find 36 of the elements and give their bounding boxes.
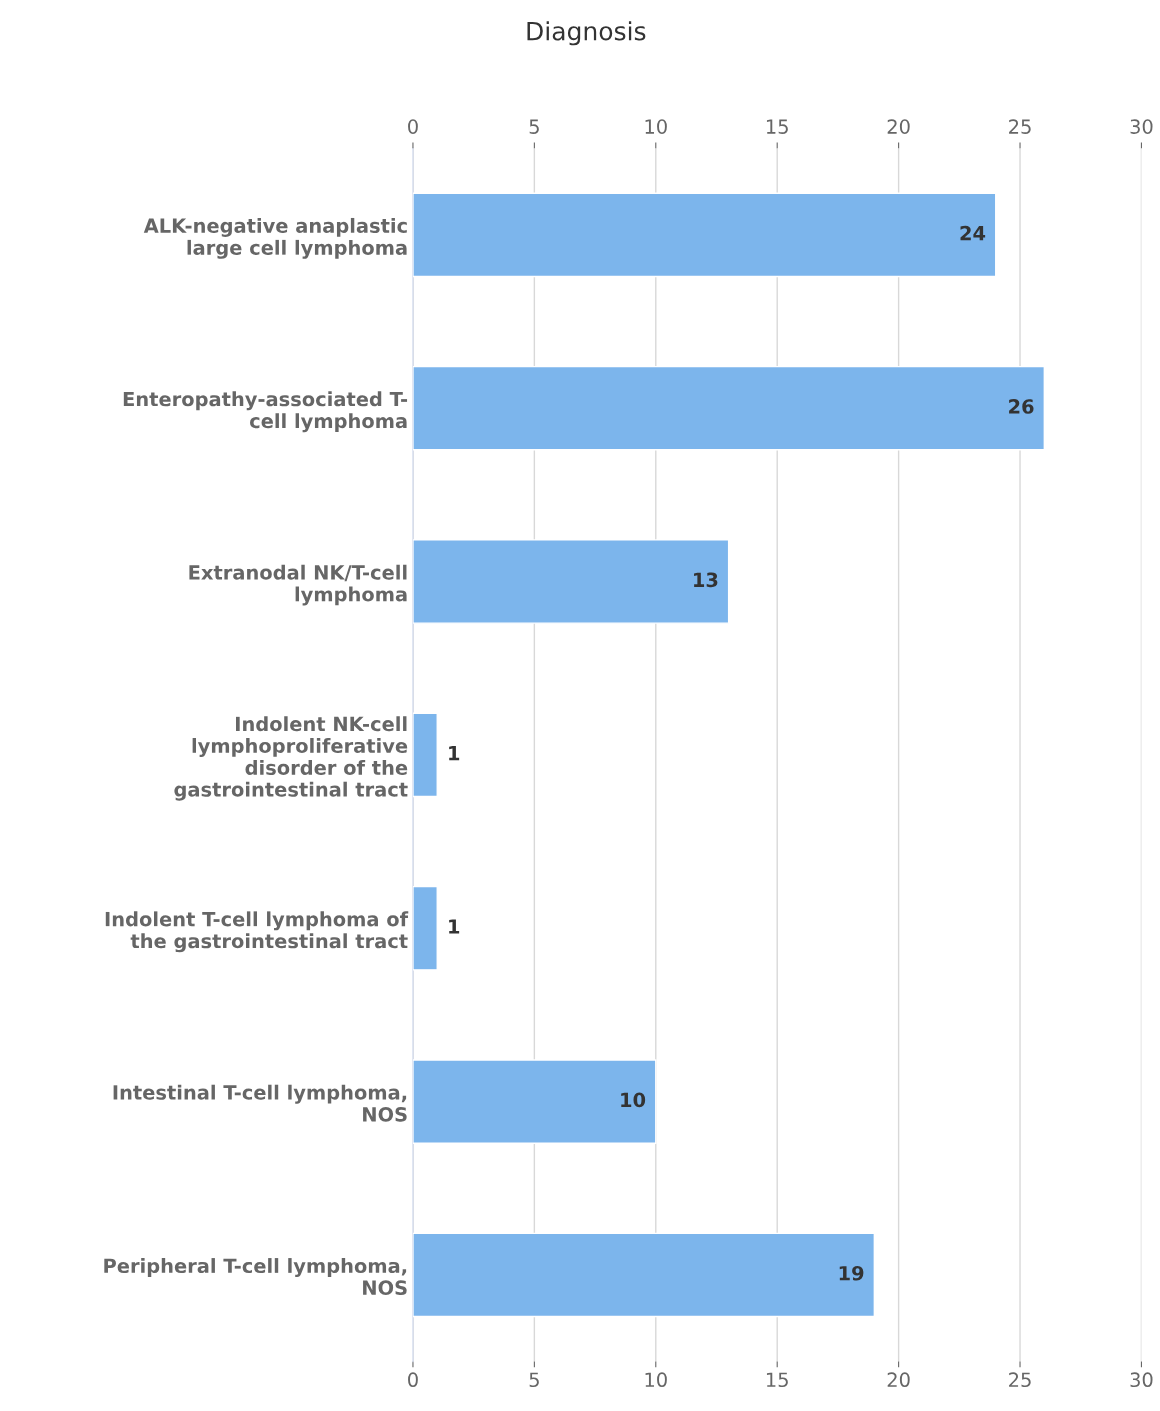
chart-title: Diagnosis — [527, 21, 646, 46]
bar — [412, 885, 438, 971]
x-tick-label: 25 — [1009, 1372, 1031, 1388]
bar — [412, 192, 997, 278]
x2-tick-label: 0 — [408, 119, 418, 134]
x2-tick-label: 25 — [1009, 119, 1031, 134]
x-tick-label: 5 — [529, 1372, 539, 1388]
x-tick-label: 30 — [1130, 1372, 1153, 1388]
y-tick-label: Enteropathy-associated T- cell lymphoma — [123, 391, 408, 433]
bar — [412, 712, 438, 798]
data-label: 13 — [694, 572, 718, 588]
y-tick-label: Peripheral T-cell lymphoma, NOS — [104, 1258, 407, 1296]
y-tick-label: Indolent NK-cell lymphoproliferative disorder of the gastrointestinal tract — [174, 716, 408, 801]
x-tick-label: 15 — [766, 1372, 788, 1388]
data-label: 1 — [449, 919, 460, 934]
data-label: 19 — [839, 1265, 864, 1281]
x2-tick-label: 5 — [529, 119, 539, 134]
y-tick-label: ALK-negative anaplastic large cell lymphoma — [143, 217, 407, 259]
x2-tick-label: 10 — [645, 119, 667, 134]
x2-tick-label: 15 — [766, 119, 788, 134]
y-tick-label: Indolent T-cell lymphoma of the gastrointestinal tract — [105, 911, 409, 953]
y-tick-label: Extranodal NK/T-cell lymphoma — [189, 564, 407, 606]
x2-tick-label: 20 — [887, 119, 910, 134]
data-label: 10 — [621, 1092, 646, 1108]
data-label: 24 — [960, 225, 986, 241]
x-tick-label: 10 — [645, 1372, 667, 1388]
y-tick-label: Intestinal T-cell lymphoma, NOS — [113, 1084, 407, 1122]
bar — [412, 1232, 876, 1318]
x-tick-label: 0 — [408, 1372, 418, 1388]
bar — [412, 1059, 657, 1144]
bar — [412, 365, 1046, 451]
bar — [412, 539, 730, 624]
data-label: 1 — [449, 746, 460, 761]
x2-tick-label: 30 — [1130, 119, 1153, 134]
data-label: 26 — [1009, 399, 1034, 414]
x-tick-label: 20 — [887, 1372, 910, 1388]
